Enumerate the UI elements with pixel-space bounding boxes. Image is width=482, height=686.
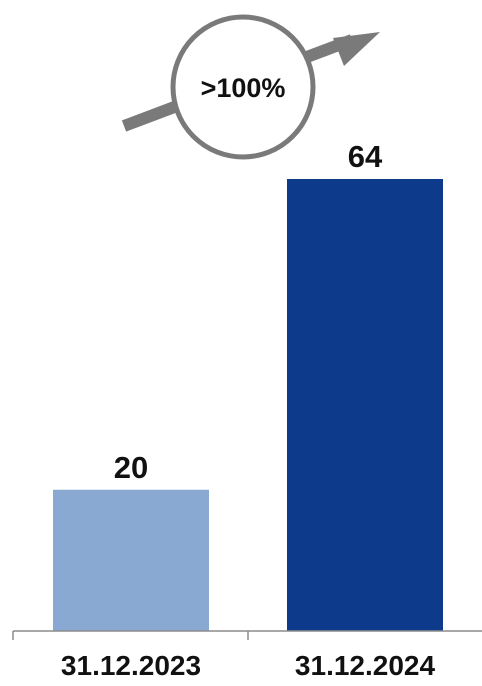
x-axis <box>12 630 482 640</box>
value-label-2: 64 <box>348 139 383 174</box>
bars <box>53 179 443 631</box>
tick-label-2: 31.12.2024 <box>295 650 436 681</box>
bar-2 <box>287 179 443 631</box>
value-label-1: 20 <box>114 450 148 485</box>
bar-1 <box>53 489 209 631</box>
growth-arrow-head <box>333 32 380 66</box>
growth-label: >100% <box>201 73 286 103</box>
growth-circle <box>170 14 316 160</box>
tick-labels: 31.12.2023 31.12.2024 <box>61 650 436 681</box>
growth-annotation: >100% <box>121 14 380 160</box>
tick-label-1: 31.12.2023 <box>61 650 201 681</box>
